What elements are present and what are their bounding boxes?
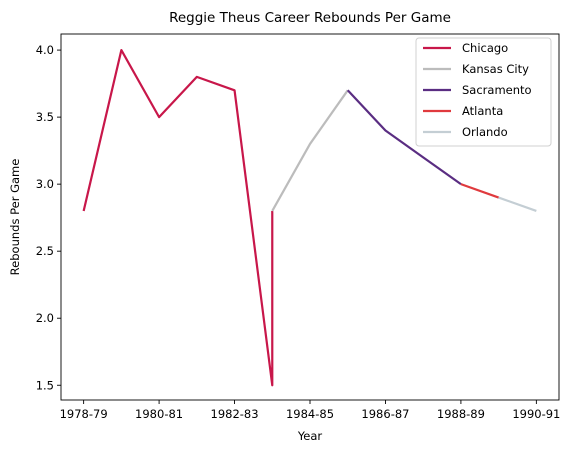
x-axis-label: Year [297, 429, 323, 443]
y-tick-label: 2.5 [36, 244, 54, 258]
y-tick-label: 4.0 [36, 43, 54, 57]
x-tick-label: 1980-81 [135, 407, 183, 421]
legend-label: Atlanta [462, 104, 503, 118]
series-line-sacramento [346, 89, 462, 186]
x-tick-label: 1988-89 [437, 407, 485, 421]
y-axis-label: Rebounds Per Game [8, 159, 22, 276]
series-line-kansas-city [271, 89, 349, 212]
y-tick-label: 2.0 [36, 311, 54, 325]
series-line-chicago [82, 48, 274, 387]
y-tick-label: 3.0 [36, 177, 54, 191]
x-tick-label: 1984-85 [286, 407, 334, 421]
chart-title: Reggie Theus Career Rebounds Per Game [169, 10, 451, 26]
legend-label: Kansas City [462, 62, 529, 76]
legend-label: Orlando [462, 125, 508, 139]
plot-lines [82, 48, 537, 387]
x-axis-ticks: 1978-79 1980-81 1982-83 1984-85 1986-87 1988-… [60, 400, 560, 421]
legend-label: Sacramento [462, 83, 532, 97]
legend: Chicago Kansas City Sacramento Atlanta Orlan… [415, 37, 552, 147]
y-tick-label: 1.5 [36, 378, 54, 392]
legend-label: Chicago [462, 41, 508, 55]
series-line-orlando [498, 196, 537, 213]
x-tick-label: 1986-87 [361, 407, 409, 421]
x-tick-label: 1982-83 [211, 407, 259, 421]
x-tick-label: 1990-91 [512, 407, 560, 421]
series-line-atlanta [460, 183, 500, 199]
legend-box [415, 37, 552, 147]
x-tick-label: 1978-79 [60, 407, 108, 421]
y-axis-ticks: 1.5 2.0 2.5 3.0 3.5 4.0 [36, 43, 61, 392]
y-tick-label: 3.5 [36, 110, 54, 124]
